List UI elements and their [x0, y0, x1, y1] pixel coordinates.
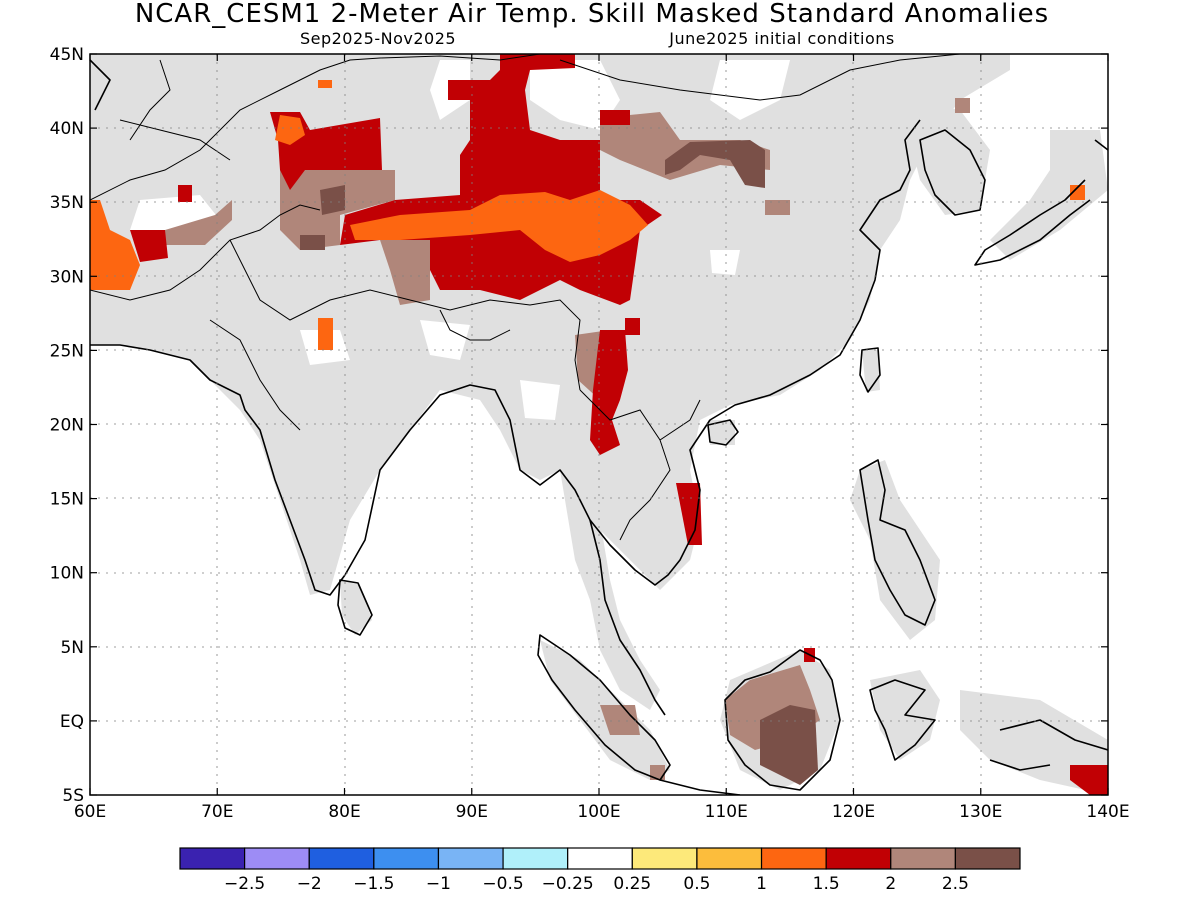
colorbar-swatch: [760, 847, 827, 870]
colorbar-label: −2: [297, 874, 322, 894]
colorbar-label: −1: [426, 874, 451, 894]
near-zero-patches: [130, 60, 790, 420]
lat-tick-label: 5N: [60, 638, 84, 658]
lat-tick-label: 15N: [50, 490, 84, 510]
colorbar-label: 1.5: [813, 874, 840, 894]
colorbar-label: −1.5: [353, 874, 394, 894]
lat-tick-label: 45N: [50, 45, 84, 65]
lat-tick-label: 35N: [50, 193, 84, 213]
colorbar-swatch: [696, 847, 763, 870]
colorbar-swatch: [890, 847, 956, 870]
lon-tick-label: 60E: [74, 802, 106, 822]
colorbar-swatch: [373, 847, 440, 870]
lon-tick-label: 70E: [201, 802, 233, 822]
gridlines: [90, 54, 1108, 795]
anomaly-gt-2.5-region: [300, 140, 818, 785]
colorbar-label: 2: [885, 874, 896, 894]
colorbar-swatch: [825, 847, 892, 870]
colorbar-swatch: [308, 847, 375, 870]
colorbar-label: −0.25: [542, 874, 594, 894]
colorbar-swatch: [437, 847, 504, 870]
lat-tick-label: 5S: [62, 786, 84, 806]
colorbar: [179, 847, 1021, 870]
lat-tick-label: 20N: [50, 416, 84, 436]
lat-tick-label: 25N: [50, 341, 84, 361]
plot-area: [90, 54, 1108, 795]
latitude-tick-labels: 45N 40N 35N 30N 25N 20N 15N 10N 5N EQ 5S: [50, 45, 84, 806]
lon-tick-label: 100E: [577, 802, 620, 822]
colorbar-label: 0.5: [683, 874, 710, 894]
season-label: Sep2025-Nov2025: [300, 29, 456, 48]
lon-tick-label: 80E: [328, 802, 360, 822]
coastlines: [90, 59, 1108, 795]
longitude-tick-labels: 60E 70E 80E 90E 100E 110E 120E 130E 140E: [74, 802, 1130, 822]
colorbar-label: 2.5: [942, 874, 969, 894]
colorbar-swatch: [567, 847, 633, 870]
colorbar-swatch: [502, 847, 569, 870]
lat-tick-label: EQ: [60, 712, 84, 732]
lon-tick-label: 130E: [959, 802, 1002, 822]
lon-tick-label: 120E: [832, 802, 875, 822]
colorbar-label: −0.5: [482, 874, 523, 894]
colorbar-label: 1: [756, 874, 767, 894]
colorbar-swatch: [631, 847, 698, 870]
colorbar-swatch: [244, 847, 310, 870]
lon-tick-label: 140E: [1086, 802, 1129, 822]
colorbar-swatch: [954, 847, 1021, 870]
colorbar-labels: −2.5 −2 −1.5 −1 −0.5 −0.25 0.25 0.5 1 1.5 2 2.5: [224, 874, 969, 894]
country-borders: [90, 54, 961, 541]
lat-tick-label: 10N: [50, 564, 84, 584]
init-label: June2025 initial conditions: [668, 29, 895, 48]
lat-tick-label: 30N: [50, 267, 84, 287]
lat-tick-label: 40N: [50, 119, 84, 139]
anomaly-1-1.5-region: [90, 80, 1085, 350]
map-title: NCAR_CESM1 2-Meter Air Temp. Skill Maske…: [135, 0, 1049, 29]
colorbar-label: −2.5: [224, 874, 265, 894]
axis-ticks: [89, 53, 1109, 796]
lon-tick-label: 110E: [705, 802, 748, 822]
colorbar-swatch: [179, 847, 246, 870]
lon-tick-label: 90E: [456, 802, 488, 822]
colorbar-label: 0.25: [613, 874, 651, 894]
